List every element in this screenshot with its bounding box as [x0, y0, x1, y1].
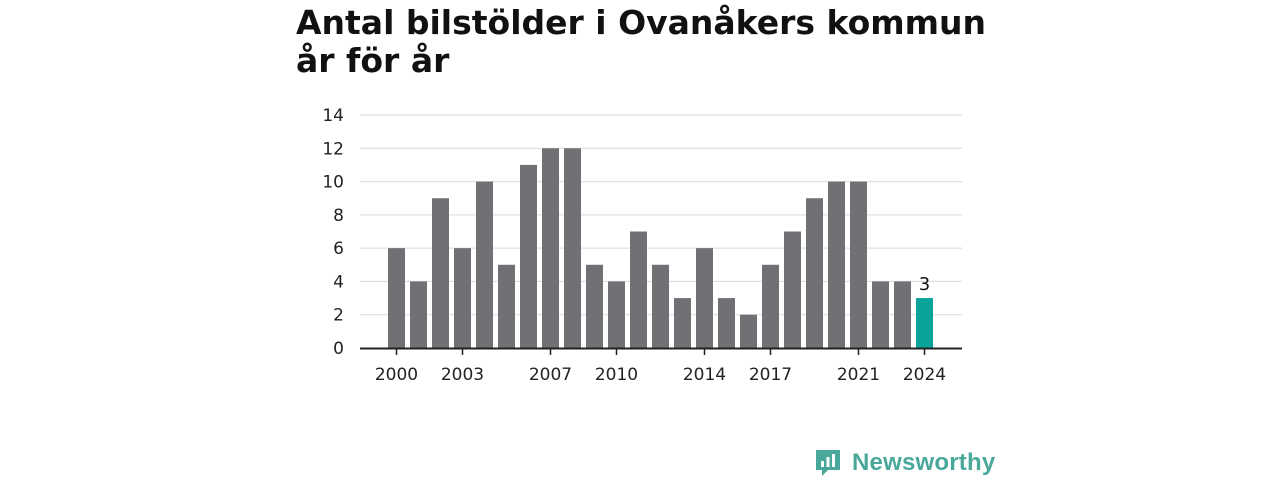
bar-2004	[476, 181, 493, 348]
bar-2013	[674, 298, 691, 348]
x-axis-ticks: 2000 2003 2007 2010 2014 2017 2021 2024	[375, 348, 946, 385]
bar-2023	[894, 281, 911, 348]
x-tick-label: 2007	[529, 365, 572, 385]
bar-2024	[916, 298, 933, 348]
bar-2001	[410, 281, 427, 348]
bar-chart: 0 2 4 6 8 10 12 14 2000 2003 2007 2010 2014 2017 2021…	[322, 106, 962, 385]
y-tick-label: 0	[333, 339, 344, 359]
bar-2007	[542, 148, 559, 348]
bar-2016	[740, 314, 757, 348]
y-tick-label: 6	[333, 239, 344, 259]
x-tick-label: 2003	[441, 365, 484, 385]
bar-2010	[608, 281, 625, 348]
bar-2021	[850, 181, 867, 348]
x-tick-label: 2000	[375, 365, 418, 385]
y-tick-label: 2	[333, 306, 344, 326]
bar-2009	[586, 264, 603, 348]
bar-2002	[432, 198, 449, 348]
y-tick-label: 12	[322, 139, 344, 159]
bar-2022	[872, 281, 889, 348]
bar-2008	[564, 148, 581, 348]
x-tick-label: 2010	[595, 365, 638, 385]
bar-2000	[388, 248, 405, 348]
newsworthy-logo: Newsworthy	[814, 446, 995, 480]
bar-2006	[520, 164, 537, 348]
y-tick-label: 8	[333, 206, 344, 226]
chart-title: Antal bilstölder i Ovanåkers kommun år f…	[296, 3, 987, 80]
bar-2018	[784, 231, 801, 348]
x-tick-label: 2021	[837, 365, 880, 385]
bar-2020	[828, 181, 845, 348]
y-axis-ticks: 0 2 4 6 8 10 12 14	[322, 106, 344, 359]
bars	[388, 148, 933, 348]
x-tick-label: 2014	[683, 365, 726, 385]
bar-2012	[652, 264, 669, 348]
bar-2005	[498, 264, 515, 348]
bar-2019	[806, 198, 823, 348]
bar-2003	[454, 248, 471, 348]
y-tick-label: 14	[322, 106, 344, 126]
bar-2017	[762, 264, 779, 348]
bar-2015	[718, 298, 735, 348]
data-label-2024: 3	[919, 274, 930, 295]
data-labels: 3	[919, 274, 930, 295]
brand-name: Newsworthy	[852, 449, 996, 476]
bar-2011	[630, 231, 647, 348]
x-tick-label: 2024	[903, 365, 946, 385]
bar-2014	[696, 248, 713, 348]
newsworthy-logo-icon	[816, 450, 840, 476]
y-tick-label: 10	[322, 173, 344, 193]
y-tick-label: 4	[333, 272, 344, 292]
x-tick-label: 2017	[749, 365, 792, 385]
